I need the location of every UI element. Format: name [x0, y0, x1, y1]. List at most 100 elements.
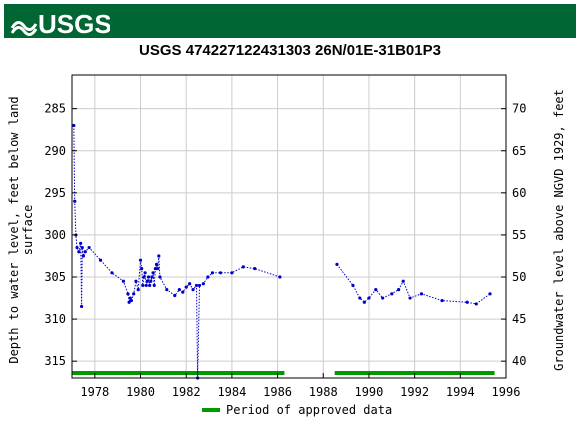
y-left-tick-label: 305: [44, 270, 66, 284]
chart-area: 1978 1980 1982 1984 1986 1988 1990 1992 1994 1996…: [7, 74, 566, 399]
data-point: [148, 283, 152, 288]
data-point: [75, 245, 79, 250]
x-tick-label: 1980: [126, 385, 155, 399]
data-point: [188, 282, 192, 286]
data-point: [73, 199, 77, 203]
legend-label: Period of approved data: [226, 403, 393, 417]
data-point: [419, 292, 424, 296]
data-point: [154, 262, 159, 266]
data-point: [150, 275, 154, 279]
y-right-tick-label: 70: [512, 102, 526, 116]
x-tick-label: 1982: [172, 385, 201, 399]
data-point: [129, 298, 133, 303]
data-point: [201, 282, 205, 286]
data-point: [181, 290, 185, 294]
data-point: [138, 258, 143, 262]
y-left-tick-label: 315: [44, 354, 66, 368]
y-left-tick-label: 290: [44, 144, 66, 158]
data-point: [465, 300, 469, 304]
data-point: [158, 275, 162, 279]
legend: Period of approved data: [202, 402, 392, 418]
data-point: [367, 296, 371, 300]
data-point: [397, 288, 401, 292]
data-point: [351, 283, 355, 288]
y-axis-left-label-line2: surface: [21, 205, 35, 256]
data-point: [335, 262, 339, 266]
y-axis-left-label-line1: Depth to water level, feet below land: [7, 96, 21, 363]
data-point: [197, 283, 202, 288]
data-point: [401, 279, 405, 283]
x-tick-label: 1996: [492, 385, 521, 399]
y-right-tick-label: 65: [512, 144, 526, 158]
data-point: [132, 292, 136, 296]
data-point: [194, 283, 199, 288]
data-point: [143, 271, 147, 275]
data-point: [381, 296, 385, 300]
usgs-logo-wave-icon: [10, 21, 38, 36]
data-point: [157, 254, 161, 258]
data-point: [77, 250, 81, 254]
y-left-tick-label: 300: [44, 228, 66, 242]
data-point: [488, 292, 492, 296]
x-tick-label: 1986: [263, 385, 292, 399]
data-point: [173, 293, 177, 298]
x-tick-label: 1978: [80, 385, 109, 399]
data-point: [110, 271, 114, 275]
y-axis-right-label: Groundwater level above NGVD 1929, feet: [552, 89, 566, 371]
y-axis-left-ticks: 285 290 295 300 305 310 315: [44, 102, 77, 368]
data-point: [145, 279, 149, 283]
data-point: [253, 266, 257, 271]
data-point: [390, 292, 394, 296]
data-series: [72, 123, 492, 380]
y-right-tick-label: 45: [512, 312, 526, 326]
data-point: [230, 271, 234, 275]
data-point: [87, 245, 91, 250]
data-point: [165, 288, 169, 292]
data-point: [134, 279, 138, 283]
data-point: [141, 283, 145, 288]
data-point: [98, 258, 103, 262]
legend-swatch: [202, 408, 220, 412]
y-right-tick-label: 40: [512, 354, 526, 368]
data-point: [127, 300, 131, 304]
x-tick-label: 1992: [400, 385, 429, 399]
data-point: [191, 288, 195, 292]
y-right-tick-label: 60: [512, 186, 526, 200]
data-point: [126, 292, 130, 296]
data-point: [121, 279, 125, 283]
grid: [72, 75, 507, 378]
data-point: [218, 271, 223, 275]
data-point: [142, 275, 146, 279]
data-point: [149, 279, 153, 283]
data-point: [278, 275, 282, 279]
data-point: [79, 304, 84, 309]
plot-frame: [71, 74, 507, 379]
data-point: [153, 266, 157, 271]
approved-periods: [72, 371, 495, 375]
data-point: [241, 265, 245, 269]
data-point: [140, 266, 144, 271]
usgs-logo-text: USGS: [38, 9, 110, 36]
data-point: [210, 271, 215, 275]
data-point: [440, 298, 444, 303]
data-point: [80, 245, 84, 250]
x-tick-label: 1994: [446, 385, 475, 399]
data-point: [128, 296, 132, 300]
data-point: [374, 288, 378, 292]
x-axis-ticks: 1978 1980 1982 1984 1986 1988 1990 1992 1994 1996: [80, 373, 520, 399]
x-tick-label: 1984: [217, 385, 246, 399]
data-point: [81, 254, 86, 258]
data-point: [177, 288, 181, 292]
data-point: [474, 302, 478, 306]
data-point: [144, 283, 148, 288]
y-left-tick-label: 285: [44, 102, 66, 116]
usgs-banner: USGS: [4, 4, 576, 38]
y-axis-right-ticks: 70 65 60 55 50 45 40: [501, 102, 526, 368]
data-point: [146, 275, 151, 279]
data-point: [152, 283, 156, 288]
y-left-tick-label: 310: [44, 312, 66, 326]
usgs-logo: USGS: [10, 9, 110, 36]
approved-period-bar: [72, 371, 285, 375]
data-point: [184, 285, 188, 289]
chart-title: USGS 474227122431303 26N/01E-31B01P3: [139, 42, 441, 59]
